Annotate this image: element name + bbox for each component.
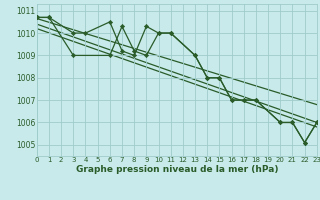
X-axis label: Graphe pression niveau de la mer (hPa): Graphe pression niveau de la mer (hPa) (76, 165, 278, 174)
